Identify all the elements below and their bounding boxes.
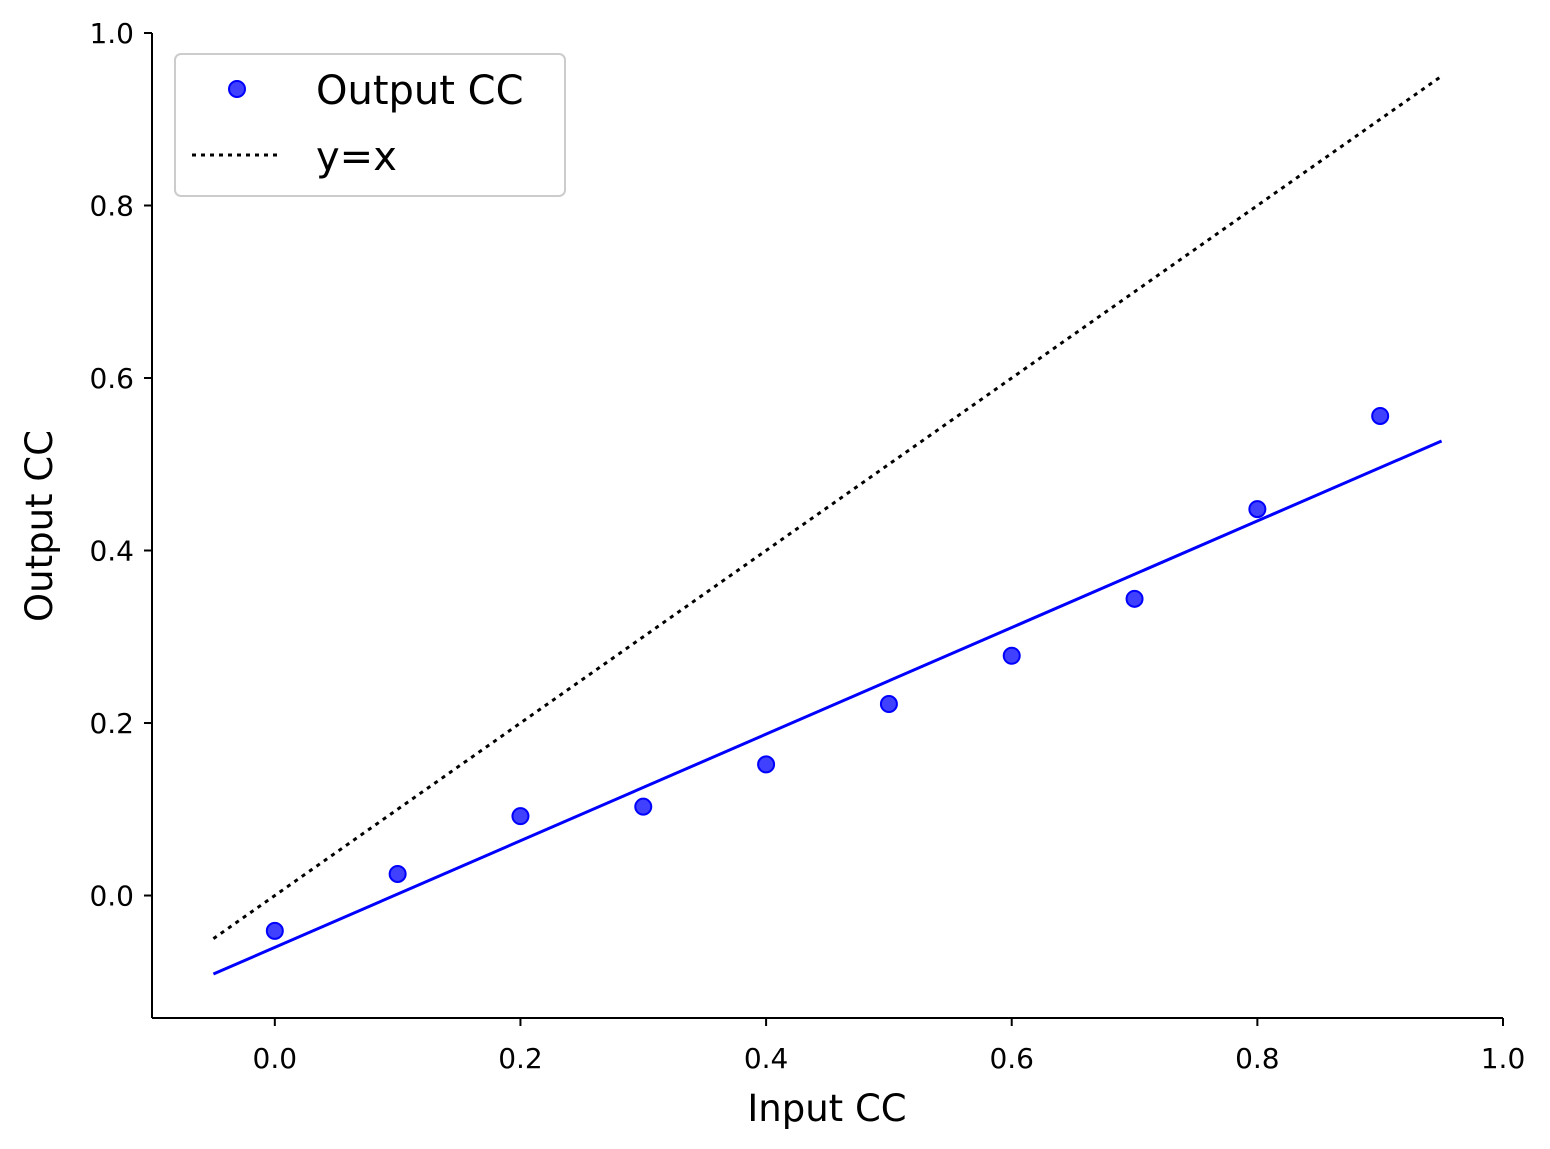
data-point bbox=[265, 921, 284, 940]
data-point bbox=[757, 755, 776, 774]
axes: 0.0 0.2 0.4 0.6 0.8 1.0 0.0 0.2 0.4 0.6 0.8 1.0 bbox=[89, 17, 1525, 1075]
y-axis-title: Output CC bbox=[18, 430, 61, 622]
y-tick-label: 0.4 bbox=[89, 535, 134, 568]
data-point bbox=[879, 695, 898, 714]
data-point bbox=[511, 807, 530, 826]
legend-label-output-cc: Output CC bbox=[316, 68, 524, 114]
y-tick-label: 0.6 bbox=[89, 362, 134, 395]
y-tick-label: 0.0 bbox=[89, 880, 134, 913]
x-tick-label: 0.4 bbox=[744, 1042, 789, 1075]
data-point bbox=[1125, 589, 1144, 608]
y-tick-label: 1.0 bbox=[89, 17, 134, 50]
legend-label-y-equals-x: y=x bbox=[316, 134, 397, 180]
x-tick-label: 1.0 bbox=[1481, 1042, 1526, 1075]
y-tick-label: 0.2 bbox=[89, 707, 134, 740]
data-point bbox=[388, 864, 407, 883]
x-tick-label: 0.0 bbox=[253, 1042, 298, 1075]
x-axis-title: Input CC bbox=[747, 1087, 906, 1130]
x-tick-label: 0.2 bbox=[498, 1042, 543, 1075]
legend-marker-output-cc bbox=[228, 80, 246, 98]
plot-area bbox=[212, 74, 1443, 976]
data-point bbox=[1248, 500, 1267, 519]
y-tick-label: 0.8 bbox=[89, 190, 134, 223]
legend: Output CC y=x bbox=[174, 53, 566, 197]
legend-frame bbox=[174, 53, 566, 197]
data-point bbox=[1002, 646, 1021, 665]
data-point bbox=[634, 797, 653, 816]
fit-line bbox=[212, 439, 1443, 976]
data-point bbox=[1371, 406, 1390, 425]
x-tick-label: 0.6 bbox=[989, 1042, 1034, 1075]
identity-line bbox=[212, 74, 1443, 940]
x-tick-label: 0.8 bbox=[1235, 1042, 1280, 1075]
